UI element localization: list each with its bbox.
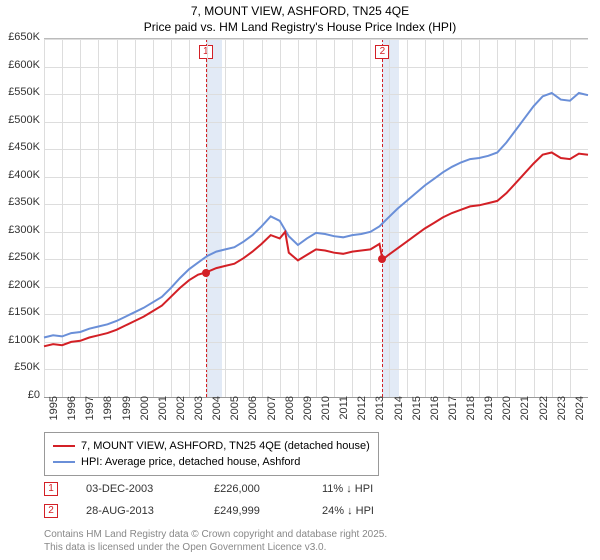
xtick-label: 1996 <box>66 396 78 430</box>
legend: 7, MOUNT VIEW, ASHFORD, TN25 4QE (detach… <box>44 432 379 476</box>
xtick-label: 2008 <box>284 396 296 430</box>
xtick-label: 1995 <box>48 396 60 430</box>
xtick-label: 2005 <box>229 396 241 430</box>
xtick-label: 2022 <box>538 396 550 430</box>
sale-row-date: 28-AUG-2013 <box>86 505 186 517</box>
xtick-label: 2016 <box>429 396 441 430</box>
plot-area: 12 <box>44 38 588 396</box>
legend-swatch <box>53 461 75 463</box>
ytick-label: £200K <box>0 279 40 291</box>
xtick-label: 2007 <box>266 396 278 430</box>
xtick-label: 2013 <box>374 396 386 430</box>
xtick-label: 2017 <box>447 396 459 430</box>
sale-row-marker: 1 <box>44 482 58 496</box>
ytick-label: £150K <box>0 306 40 318</box>
ytick-label: £400K <box>0 169 40 181</box>
sales-table: 1 03-DEC-2003 £226,000 11% ↓ HPI 2 28-AUG-201… <box>44 478 374 522</box>
xtick-label: 1998 <box>102 396 114 430</box>
ytick-label: £450K <box>0 141 40 153</box>
sale-row-marker: 2 <box>44 504 58 518</box>
xtick-label: 2010 <box>320 396 332 430</box>
ytick-label: £600K <box>0 59 40 71</box>
ytick-label: £50K <box>0 361 40 373</box>
ytick-label: £350K <box>0 196 40 208</box>
series-svg <box>44 39 588 397</box>
xtick-label: 2003 <box>193 396 205 430</box>
series-hpi <box>44 93 588 338</box>
sale-dot-1 <box>202 269 210 277</box>
ytick-label: £0 <box>0 389 40 401</box>
xtick-label: 2009 <box>302 396 314 430</box>
ytick-label: £500K <box>0 114 40 126</box>
footer-attribution: Contains HM Land Registry data © Crown c… <box>44 528 387 554</box>
legend-item-1: HPI: Average price, detached house, Ashf… <box>53 454 370 470</box>
xtick-label: 2024 <box>574 396 586 430</box>
legend-label: 7, MOUNT VIEW, ASHFORD, TN25 4QE (detach… <box>81 440 370 452</box>
xtick-label: 2018 <box>465 396 477 430</box>
xtick-label: 1997 <box>84 396 96 430</box>
xtick-label: 2020 <box>501 396 513 430</box>
footer-line1: Contains HM Land Registry data © Crown c… <box>44 528 387 541</box>
xtick-label: 2006 <box>247 396 259 430</box>
xtick-label: 2012 <box>356 396 368 430</box>
sale-row-price: £249,999 <box>214 505 294 517</box>
sale-row-diff: 24% ↓ HPI <box>322 505 374 517</box>
xtick-label: 2015 <box>411 396 423 430</box>
ytick-label: £300K <box>0 224 40 236</box>
xtick-label: 2001 <box>157 396 169 430</box>
xtick-label: 2002 <box>175 396 187 430</box>
sale-row-price: £226,000 <box>214 483 294 495</box>
xtick-label: 2000 <box>139 396 151 430</box>
legend-label: HPI: Average price, detached house, Ashf… <box>81 456 300 468</box>
xtick-label: 2014 <box>393 396 405 430</box>
xtick-label: 2019 <box>483 396 495 430</box>
footer-line2: This data is licensed under the Open Gov… <box>44 541 387 554</box>
ytick-label: £550K <box>0 86 40 98</box>
xtick-label: 2011 <box>338 396 350 430</box>
sale-row-date: 03-DEC-2003 <box>86 483 186 495</box>
xtick-label: 2023 <box>556 396 568 430</box>
ytick-label: £650K <box>0 31 40 43</box>
legend-item-0: 7, MOUNT VIEW, ASHFORD, TN25 4QE (detach… <box>53 438 370 454</box>
ytick-label: £250K <box>0 251 40 263</box>
sale-row-diff: 11% ↓ HPI <box>322 483 373 495</box>
xtick-label: 2021 <box>519 396 531 430</box>
ytick-label: £100K <box>0 334 40 346</box>
price-chart: 12 £0 £50K £100K £150K £200K £250K £300K £350K £4… <box>0 0 600 430</box>
xtick-label: 2004 <box>211 396 223 430</box>
sale-row-2: 2 28-AUG-2013 £249,999 24% ↓ HPI <box>44 500 374 522</box>
xtick-label: 1999 <box>121 396 133 430</box>
legend-swatch <box>53 445 75 447</box>
sale-row-1: 1 03-DEC-2003 £226,000 11% ↓ HPI <box>44 478 374 500</box>
